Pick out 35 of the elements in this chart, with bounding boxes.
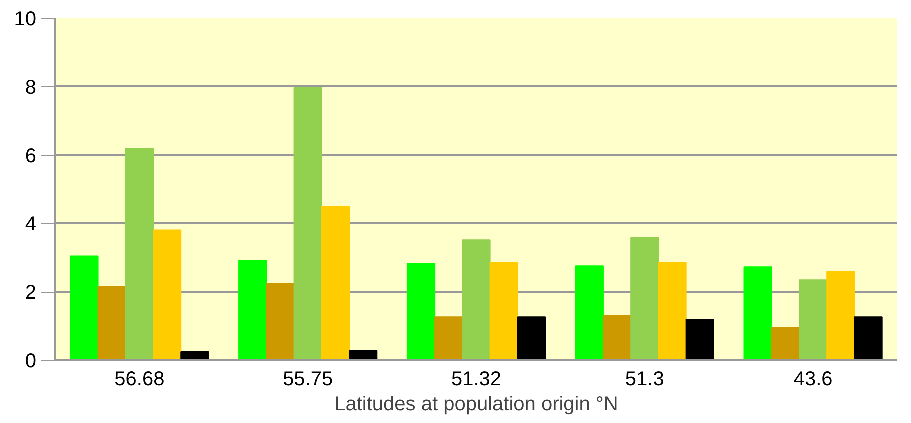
bar [125, 148, 154, 360]
bar [854, 316, 883, 360]
bar [630, 237, 660, 360]
bar [321, 206, 350, 360]
y-tick-label: 0 [25, 350, 36, 372]
bar [294, 87, 322, 360]
bar [517, 316, 546, 360]
bar [686, 318, 714, 360]
bar [153, 230, 182, 360]
x-axis-title: Latitudes at population origin °N [334, 394, 618, 416]
y-tick-label: 8 [25, 76, 36, 99]
x-tick-label: 55.75 [283, 368, 334, 390]
bar [658, 262, 687, 360]
bar [462, 240, 491, 360]
bar [70, 256, 99, 360]
bar [266, 283, 295, 360]
y-tick-label: 2 [25, 282, 36, 304]
bar [771, 328, 800, 360]
y-tick-label: 4 [25, 214, 36, 236]
bar [98, 286, 126, 360]
x-tick-label: 43.6 [794, 368, 833, 390]
x-tick-label: 51.32 [451, 368, 502, 390]
bar [490, 262, 518, 360]
bar [238, 260, 268, 360]
bar [434, 316, 464, 360]
bar [602, 316, 632, 360]
y-tick-label: 10 [14, 8, 37, 30]
bar [744, 266, 772, 360]
bar [826, 271, 856, 360]
bar [406, 263, 436, 360]
x-tick-label: 56.68 [114, 368, 165, 390]
y-tick-label: 6 [25, 145, 36, 168]
x-tick-label: 51.3 [625, 368, 664, 390]
bar [575, 266, 604, 360]
bar [798, 280, 828, 360]
